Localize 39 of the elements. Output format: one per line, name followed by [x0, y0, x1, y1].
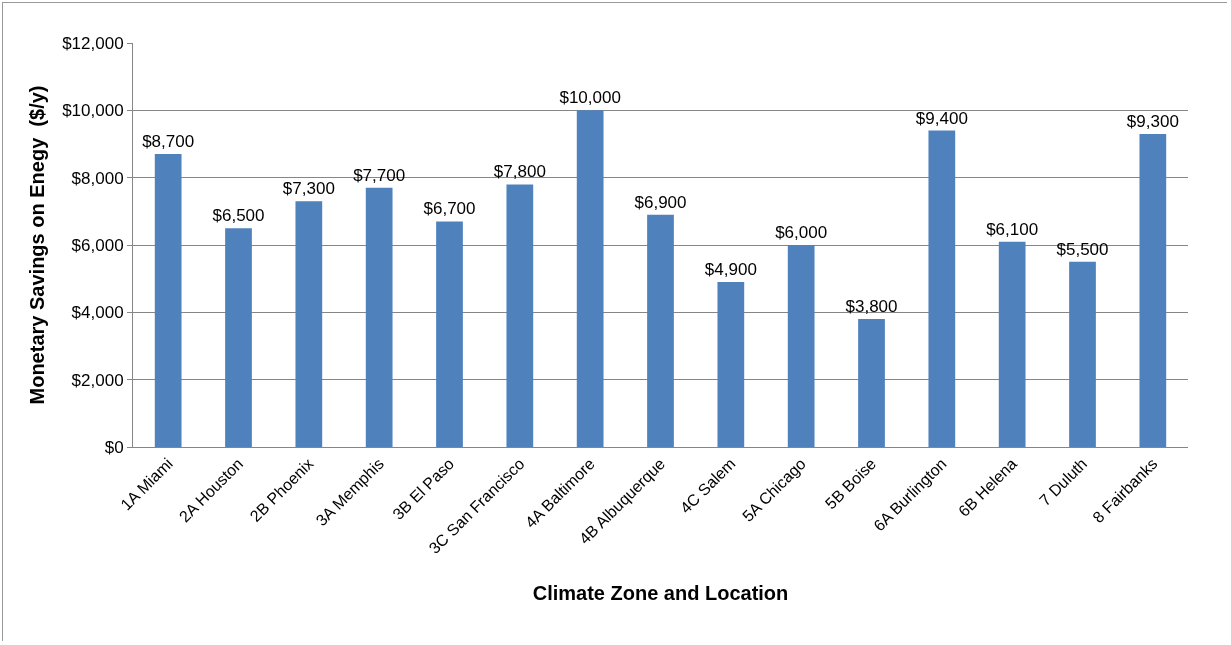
y-tick-label: $2,000 [71, 370, 124, 390]
data-label: $7,700 [353, 165, 406, 185]
bar [858, 319, 885, 447]
data-label: $9,300 [1126, 111, 1179, 131]
y-tick-label: $0 [104, 437, 124, 457]
x-axis-title: Climate Zone and Location [532, 582, 789, 605]
y-axis-title: Monetary Savings on Enegy ($/y) [25, 85, 48, 405]
data-label: $3,800 [845, 297, 898, 317]
data-label: $4,900 [704, 260, 757, 280]
bar [506, 184, 534, 447]
data-label: $8,700 [142, 132, 195, 152]
bar [295, 201, 323, 447]
y-tick-label: $10,000 [62, 101, 124, 121]
bar [154, 154, 182, 447]
data-label: $6,900 [634, 192, 687, 212]
bar [436, 221, 463, 447]
bar [1069, 261, 1096, 447]
data-label: $6,100 [986, 219, 1039, 239]
bar [717, 282, 745, 447]
y-tick-label: $8,000 [71, 168, 124, 188]
data-label: $10,000 [559, 88, 621, 108]
y-tick-label: $12,000 [62, 33, 124, 53]
bar [1139, 133, 1167, 447]
data-label: $6,700 [423, 199, 476, 219]
data-label: $6,500 [212, 206, 265, 226]
data-label: $5,500 [1056, 239, 1109, 259]
y-tick-label: $4,000 [71, 303, 124, 323]
y-tick-label: $6,000 [71, 235, 124, 255]
data-label: $7,300 [282, 179, 335, 199]
bar [998, 241, 1026, 447]
bar [365, 187, 393, 447]
bar [787, 245, 815, 447]
data-label: $6,000 [775, 223, 828, 242]
data-label: $9,400 [915, 108, 968, 128]
bar [928, 130, 956, 447]
data-label: $7,800 [493, 162, 546, 182]
bar [225, 228, 252, 447]
bar [647, 214, 674, 447]
bar [576, 110, 604, 447]
